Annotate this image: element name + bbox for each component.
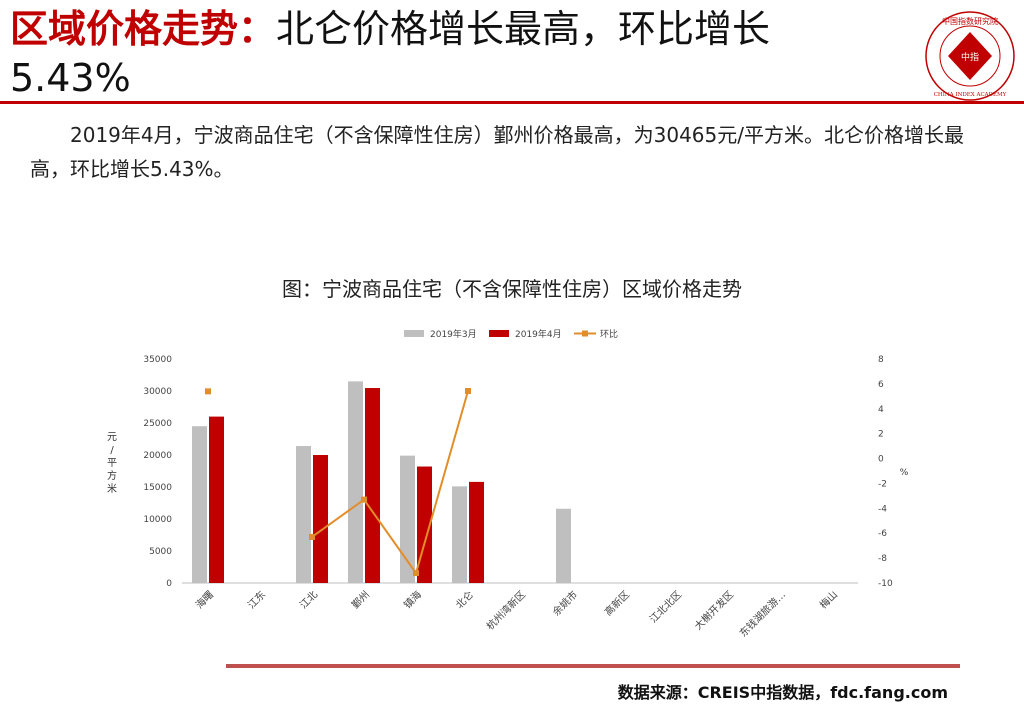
title-highlight: 区域价格走势：	[10, 7, 277, 51]
y-right-tick-label: 6	[878, 380, 884, 390]
bar-march	[556, 508, 571, 583]
line-mom-point	[413, 570, 419, 577]
x-tick-label: 江东	[245, 588, 268, 611]
y-axis-label-char: /	[110, 445, 114, 456]
y-right-tick-label: -2	[878, 479, 887, 489]
x-tick-label: 海曙	[193, 588, 216, 611]
line-mom-point	[309, 533, 315, 540]
x-tick-label: 鄞州	[349, 588, 372, 611]
bar-march	[296, 446, 311, 583]
chart-caption: 图：宁波商品住宅（不含保障性住房）区域价格走势	[282, 277, 742, 301]
bar-march	[348, 381, 363, 583]
title-rest: 北仑价格增长最高，环比增长	[276, 7, 771, 51]
bar-march	[400, 455, 415, 583]
x-tick-label: 大榭开发区	[692, 588, 737, 633]
legend-swatch	[404, 330, 424, 337]
legend-swatch-marker	[582, 330, 588, 337]
y-right-tick-label: 0	[878, 455, 884, 465]
page-title: 区域价格走势：北仑价格增长最高，环比增长	[10, 4, 910, 54]
x-tick-label: 江北北区	[647, 589, 684, 626]
x-tick-label: 高新区	[602, 588, 632, 618]
legend-label: 环比	[600, 328, 618, 340]
legend-label: 2019年3月	[430, 328, 477, 340]
china-index-academy-logo: 中国指数研究院 中指 CHINA INDEX ACADEMY	[925, 11, 1015, 101]
x-tick-label: 镇海	[401, 588, 424, 611]
y-tick-label: 5000	[149, 547, 172, 557]
x-tick-label: 北仑	[453, 588, 476, 611]
y-right-tick-label: 2	[878, 430, 884, 440]
y-axis-label-char: 方	[107, 469, 117, 482]
y-right-tick-label: 4	[878, 405, 884, 415]
x-tick-label: 杭州湾新区	[484, 588, 529, 633]
y-tick-label: 25000	[143, 419, 172, 429]
line-mom-point	[465, 387, 471, 394]
y-right-axis-label: %	[900, 468, 909, 478]
bar-april	[313, 455, 328, 583]
y-tick-label: 30000	[143, 387, 172, 397]
title-line2: 5.43%	[10, 56, 131, 100]
y-right-tick-label: -4	[878, 504, 887, 514]
y-tick-label: 35000	[143, 355, 172, 365]
x-tick-label: 东钱湖旅游…	[737, 588, 789, 640]
line-mom-point	[205, 388, 211, 395]
header-divider	[0, 101, 1024, 104]
legend-label: 2019年4月	[515, 328, 562, 340]
y-tick-label: 20000	[143, 451, 172, 461]
bar-april	[365, 388, 380, 583]
logo-text-center: 中指	[961, 51, 979, 63]
legend-swatch	[489, 330, 509, 337]
bar-march	[452, 486, 467, 583]
y-right-tick-label: -6	[878, 529, 887, 539]
logo-text-top: 中国指数研究院	[942, 16, 998, 26]
line-mom-point	[361, 496, 367, 503]
footer-divider	[226, 664, 960, 668]
x-tick-label: 江北	[297, 589, 320, 612]
body-paragraph: 2019年4月，宁波商品住宅（不含保障性住房）鄞州价格最高，为30465元/平方…	[30, 118, 1000, 186]
y-axis-label-char: 平	[107, 458, 117, 469]
bar-april	[209, 416, 224, 583]
data-source: 数据来源：CREIS中指数据，fdc.fang.com	[617, 683, 948, 702]
y-right-tick-label: -8	[878, 554, 887, 564]
y-tick-label: 10000	[143, 515, 172, 525]
x-tick-label: 梅山	[817, 588, 840, 611]
x-tick-label: 余姚市	[550, 588, 580, 618]
body-paragraph-text: 2019年4月，宁波商品住宅（不含保障性住房）鄞州价格最高，为30465元/平方…	[30, 123, 964, 181]
y-tick-label: 0	[166, 579, 172, 589]
y-axis-label-char: 元	[107, 432, 117, 443]
y-right-tick-label: 8	[878, 355, 884, 365]
y-tick-label: 15000	[143, 483, 172, 493]
bar-april	[469, 481, 484, 583]
y-axis-label-char: 米	[107, 482, 117, 495]
line-mom-series	[311, 390, 469, 576]
y-right-tick-label: -10	[878, 579, 893, 589]
logo-text-bottom: CHINA INDEX ACADEMY	[934, 92, 1007, 98]
bar-march	[192, 426, 207, 583]
